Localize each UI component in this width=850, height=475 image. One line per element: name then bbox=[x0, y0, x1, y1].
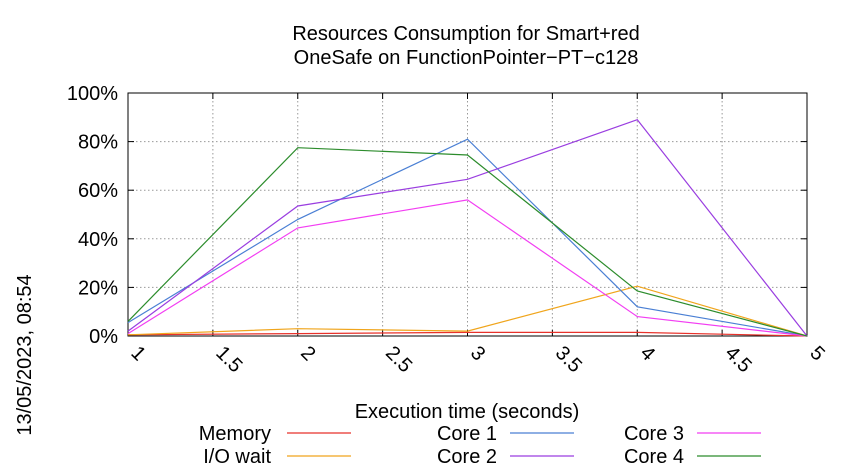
legend-label: Core 4 bbox=[624, 446, 684, 468]
chart-title: Resources Consumption for Smart+red OneS… bbox=[292, 23, 639, 69]
y-tick-label: 100% bbox=[67, 83, 118, 105]
legend-label: Memory bbox=[199, 423, 271, 445]
series-line-core-2 bbox=[127, 118, 808, 337]
y-axis-ticks: 0% 20% 40% 60% 80% 100% bbox=[67, 83, 807, 348]
series-line-core-1 bbox=[127, 138, 808, 337]
legend-item-core-1: Core 1 bbox=[437, 423, 574, 445]
y-tick-label: 0% bbox=[89, 326, 118, 348]
legend-label: Core 2 bbox=[437, 446, 497, 468]
grid bbox=[128, 93, 807, 336]
x-tick-label: 2.5 bbox=[381, 342, 416, 377]
y-tick-label: 80% bbox=[78, 132, 118, 154]
legend-label: Core 1 bbox=[437, 423, 497, 445]
timestamp-label: 13/05/2023, 08:54 bbox=[14, 274, 36, 435]
y-tick-label: 40% bbox=[78, 229, 118, 251]
y-tick-label: 20% bbox=[78, 277, 118, 299]
series-line-core-3 bbox=[127, 199, 808, 337]
x-tick-label: 4 bbox=[636, 342, 659, 365]
legend-item-memory: Memory bbox=[199, 423, 351, 445]
series-line-core-4 bbox=[127, 147, 808, 337]
x-tick-label: 1 bbox=[126, 342, 149, 365]
legend-item-core-2: Core 2 bbox=[437, 446, 574, 468]
legend-item-core-3: Core 3 bbox=[624, 423, 761, 445]
x-tick-label: 5 bbox=[805, 342, 828, 365]
y-tick-label: 60% bbox=[78, 180, 118, 202]
x-tick-label: 1.5 bbox=[211, 342, 246, 377]
chart-title-line-1: Resources Consumption for Smart+red bbox=[292, 23, 639, 45]
legend-label: Core 3 bbox=[624, 423, 684, 445]
series-line-i-o-wait bbox=[127, 285, 808, 337]
x-tick-label: 3.5 bbox=[551, 342, 586, 377]
x-tick-label: 3 bbox=[466, 342, 489, 365]
chart-title-line-2: OneSafe on FunctionPointer−PT−c128 bbox=[294, 47, 639, 69]
x-tick-label: 2 bbox=[296, 342, 319, 365]
x-axis-label: Execution time (seconds) bbox=[355, 401, 580, 423]
legend-label: I/O wait bbox=[203, 446, 271, 468]
legend-item-core-4: Core 4 bbox=[624, 446, 761, 468]
x-tick-label: 4.5 bbox=[721, 342, 756, 377]
legend-item-i-o-wait: I/O wait bbox=[203, 446, 351, 468]
series-lines bbox=[127, 118, 808, 337]
series-line-memory bbox=[127, 331, 808, 337]
